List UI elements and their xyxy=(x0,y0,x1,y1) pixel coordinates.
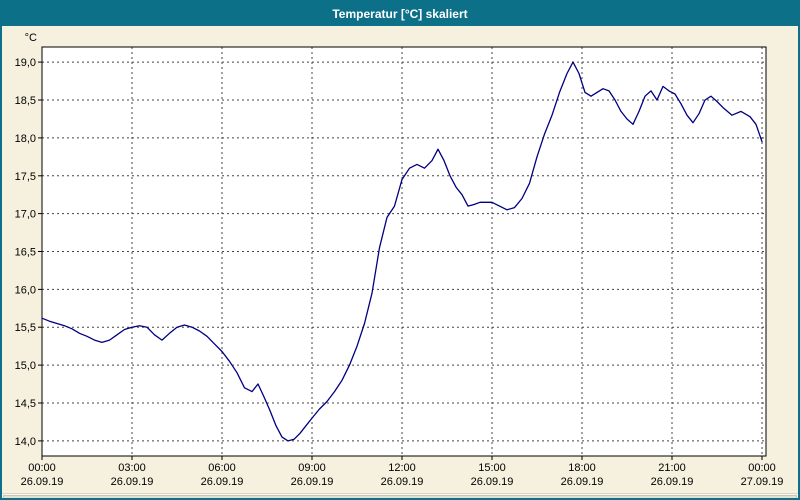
x-tick-date-label: 26.09.19 xyxy=(561,476,604,488)
temperature-line-chart: °C 19,0 18,5 18,0 17,5 17,0 16,5 16,0 15,5 15,0 14… xyxy=(15,32,784,488)
y-tick-label: 15,0 xyxy=(15,360,36,372)
scrollbar-thumb[interactable] xyxy=(3,495,797,498)
x-tick-date-label: 27.09.19 xyxy=(741,476,784,488)
x-tick-date-label: 26.09.19 xyxy=(381,476,424,488)
x-tick-date-label: 26.09.19 xyxy=(651,476,694,488)
y-tick-label: 17,0 xyxy=(15,209,36,221)
temperature-series-line xyxy=(41,61,763,442)
y-tick-label: 17,5 xyxy=(15,171,36,183)
x-tick-time-label: 12:00 xyxy=(388,462,416,474)
y-tick-label: 16,5 xyxy=(15,247,36,259)
window-titlebar[interactable]: Temperatur [°C] skaliert xyxy=(2,2,798,26)
y-tick-label: 14,0 xyxy=(15,436,36,448)
y-tick-label: 14,5 xyxy=(15,398,36,410)
y-tick-label: 18,5 xyxy=(15,95,36,107)
horizontal-scrollbar[interactable] xyxy=(2,493,798,498)
x-tick-time-label: 18:00 xyxy=(568,462,596,474)
x-tick-date-label: 26.09.19 xyxy=(111,476,154,488)
x-tick-date-label: 26.09.19 xyxy=(201,476,244,488)
x-tick-time-label: 00:00 xyxy=(748,462,776,474)
window-title: Temperatur [°C] skaliert xyxy=(332,7,468,21)
x-tick-time-label: 03:00 xyxy=(118,462,146,474)
x-axis-labels: 00:00 26.09.19 03:00 26.09.19 06:00 26.09.19 0… xyxy=(21,462,784,488)
y-tick-label: 19,0 xyxy=(15,57,36,69)
y-tick-label: 16,0 xyxy=(15,284,36,296)
x-tick-time-label: 09:00 xyxy=(298,462,326,474)
y-tick-label: 15,5 xyxy=(15,322,36,334)
x-tick-time-label: 00:00 xyxy=(28,462,56,474)
y-axis-unit-label: °C xyxy=(25,32,37,44)
y-axis-labels: °C 19,0 18,5 18,0 17,5 17,0 16,5 16,0 15,5 15,0 14… xyxy=(15,32,37,448)
x-tick-time-label: 15:00 xyxy=(478,462,506,474)
x-tick-time-label: 06:00 xyxy=(208,462,236,474)
chart-area: °C 19,0 18,5 18,0 17,5 17,0 16,5 16,0 15,5 15,0 14… xyxy=(2,26,798,493)
axis-ticks xyxy=(38,61,763,460)
x-tick-date-label: 26.09.19 xyxy=(291,476,334,488)
y-tick-label: 18,0 xyxy=(15,133,36,145)
x-tick-date-label: 26.09.19 xyxy=(471,476,514,488)
x-tick-time-label: 21:00 xyxy=(658,462,686,474)
x-tick-date-label: 26.09.19 xyxy=(21,476,64,488)
